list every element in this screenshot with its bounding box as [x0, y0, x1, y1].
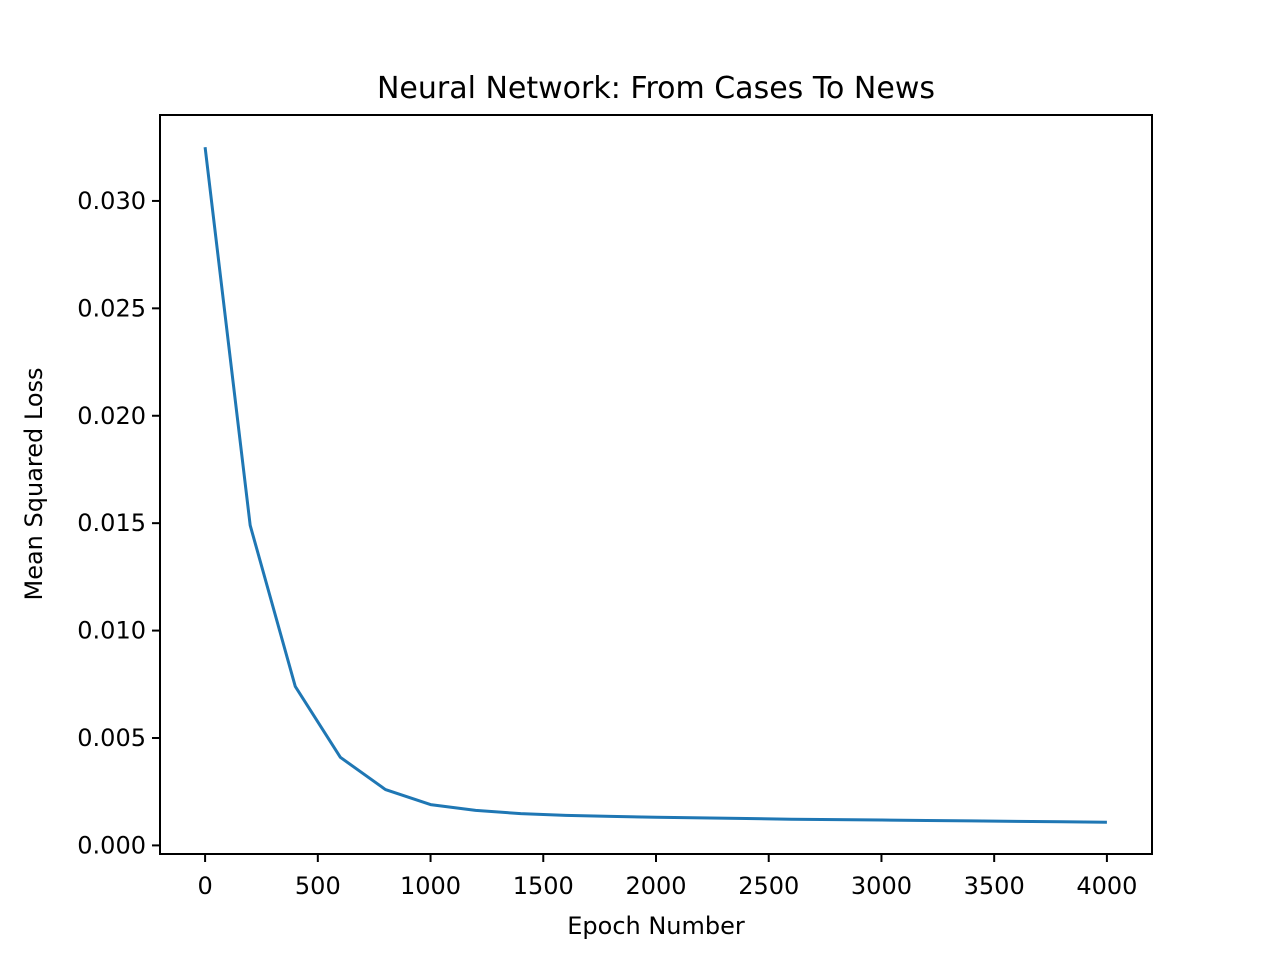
y-axis-label: Mean Squared Loss: [20, 367, 48, 600]
y-tick-label: 0.015: [77, 509, 146, 537]
x-tick-label: 500: [295, 872, 341, 900]
y-tick-label: 0.020: [77, 402, 146, 430]
x-axis: 0 500 1000 1500 2000 2500 3000 3500 4000: [197, 854, 1137, 900]
plot-frame: [159, 114, 1153, 855]
y-tick-label: 0.005: [77, 724, 146, 752]
x-axis-label: Epoch Number: [567, 912, 745, 940]
x-tick-label: 4000: [1076, 872, 1137, 900]
x-tick-label: 3500: [964, 872, 1025, 900]
x-tick-label: 1000: [400, 872, 461, 900]
x-tick-label: 3000: [851, 872, 912, 900]
y-tick-label: 0.010: [77, 617, 146, 645]
x-tick-label: 1500: [513, 872, 574, 900]
series-layer: [203, 147, 1107, 824]
y-tick-label: 0.030: [77, 187, 146, 215]
series-line: [203, 147, 1107, 824]
y-tick-label: 0.000: [77, 831, 146, 859]
x-tick-label: 0: [197, 872, 212, 900]
y-tick-label: 0.025: [77, 294, 146, 322]
chart-title: Neural Network: From Cases To News: [377, 71, 935, 106]
y-axis: 0.000 0.005 0.010 0.015 0.020 0.025 0.030: [77, 187, 160, 859]
x-tick-label: 2500: [738, 872, 799, 900]
x-tick-label: 2000: [625, 872, 686, 900]
